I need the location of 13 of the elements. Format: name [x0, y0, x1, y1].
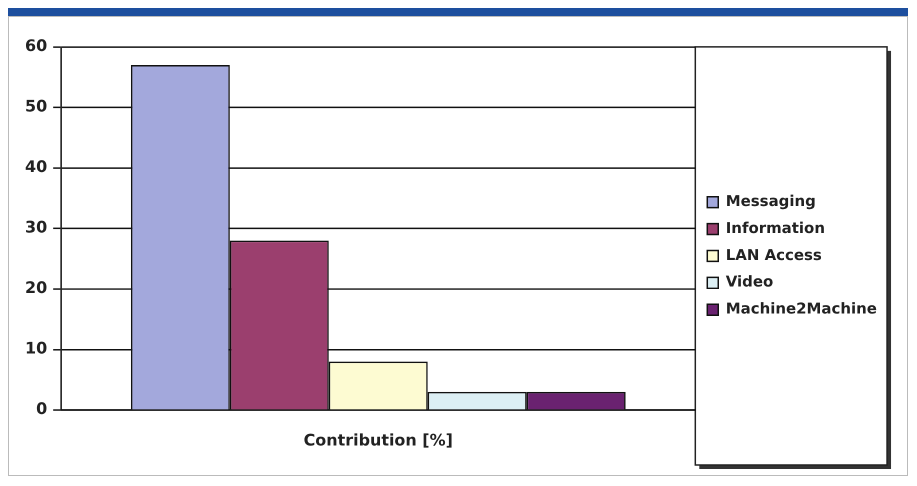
y-tick-label: 10: [24, 338, 48, 358]
legend-label: Machine2Machine: [726, 300, 877, 318]
y-tick-label: 40: [24, 157, 48, 176]
legend-label: LAN Access: [726, 246, 822, 264]
legend-label: Messaging: [726, 192, 816, 210]
y-tick-label: 20: [24, 278, 48, 298]
y-tick-label: 30: [24, 218, 48, 237]
y-tick-label: 50: [24, 96, 48, 116]
x-tick-label: Contribution [%]: [304, 430, 453, 450]
y-tick-label: 0: [36, 399, 48, 418]
legend-label: Video: [726, 272, 774, 291]
legend-label: Information: [726, 218, 825, 237]
y-tick-label: 60: [24, 36, 48, 56]
